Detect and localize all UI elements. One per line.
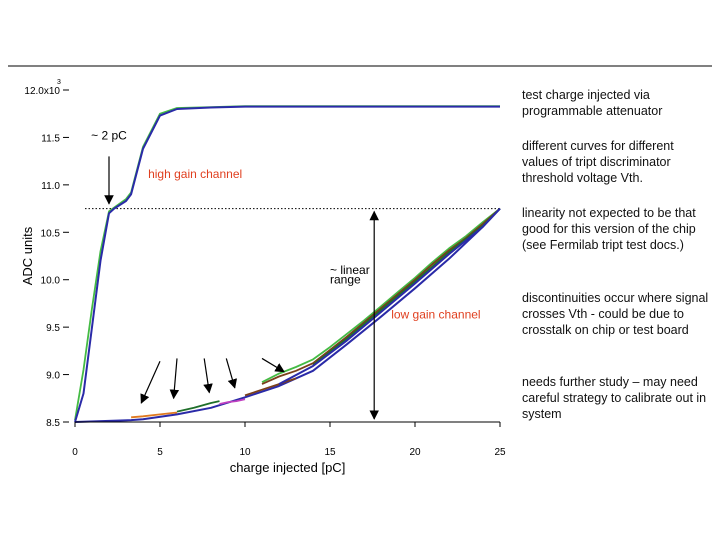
pointer-arrow bbox=[203, 358, 213, 394]
series-line-4 bbox=[176, 400, 220, 413]
x-tick-label: 5 bbox=[157, 447, 163, 458]
y-tick-label: 10.5 bbox=[41, 228, 61, 239]
series-line-7 bbox=[261, 207, 501, 384]
x-tick-label: 15 bbox=[324, 447, 336, 458]
x-tick-label: 10 bbox=[239, 447, 251, 458]
series-line-10 bbox=[278, 207, 501, 385]
series-line-5 bbox=[219, 398, 246, 405]
y-tick-label: 12.0x10 bbox=[24, 86, 60, 97]
pointer-arrow bbox=[225, 358, 238, 389]
x-axis-label: charge injected [pC] bbox=[230, 460, 346, 475]
note-further-study: needs further study – may need careful s… bbox=[522, 375, 707, 421]
annotation-label: ~ linear bbox=[330, 263, 370, 277]
y-axis-label: ADC units bbox=[20, 226, 35, 285]
y-tick-label: 8.5 bbox=[46, 418, 60, 429]
note-threshold-curves: different curves for different values of… bbox=[522, 139, 674, 185]
x-tick-label: 20 bbox=[409, 447, 421, 458]
y-tick-label: 11.5 bbox=[41, 133, 60, 144]
pointer-arrow bbox=[261, 357, 285, 373]
y-tick-label: 9.5 bbox=[46, 323, 60, 334]
annotation-label: high gain channel bbox=[148, 167, 242, 181]
note-attenuator: test charge injected via programmable at… bbox=[522, 88, 663, 118]
x-tick-label: 0 bbox=[72, 447, 78, 458]
annotation-label: low gain channel bbox=[391, 308, 480, 322]
pointer-arrow bbox=[169, 358, 180, 400]
series-line-1 bbox=[74, 105, 500, 423]
annotation-label: range bbox=[330, 273, 361, 287]
y-tick-label: 11.0 bbox=[41, 181, 60, 192]
y-tick-label: 10.0 bbox=[41, 276, 61, 287]
series-line-8 bbox=[261, 207, 501, 385]
pointer-arrow bbox=[140, 361, 161, 404]
y-exponent-label: 3 bbox=[57, 79, 61, 86]
annotation-label: ~ 2 pC bbox=[91, 128, 127, 142]
series-line-6 bbox=[244, 377, 297, 397]
x-tick-label: 25 bbox=[494, 447, 506, 458]
note-discontinuities: discontinuities occur where signal cross… bbox=[522, 291, 709, 337]
note-linearity: linearity not expected to be that good f… bbox=[522, 206, 696, 252]
series-line-3 bbox=[131, 411, 178, 419]
y-tick-label: 9.0 bbox=[46, 371, 60, 382]
